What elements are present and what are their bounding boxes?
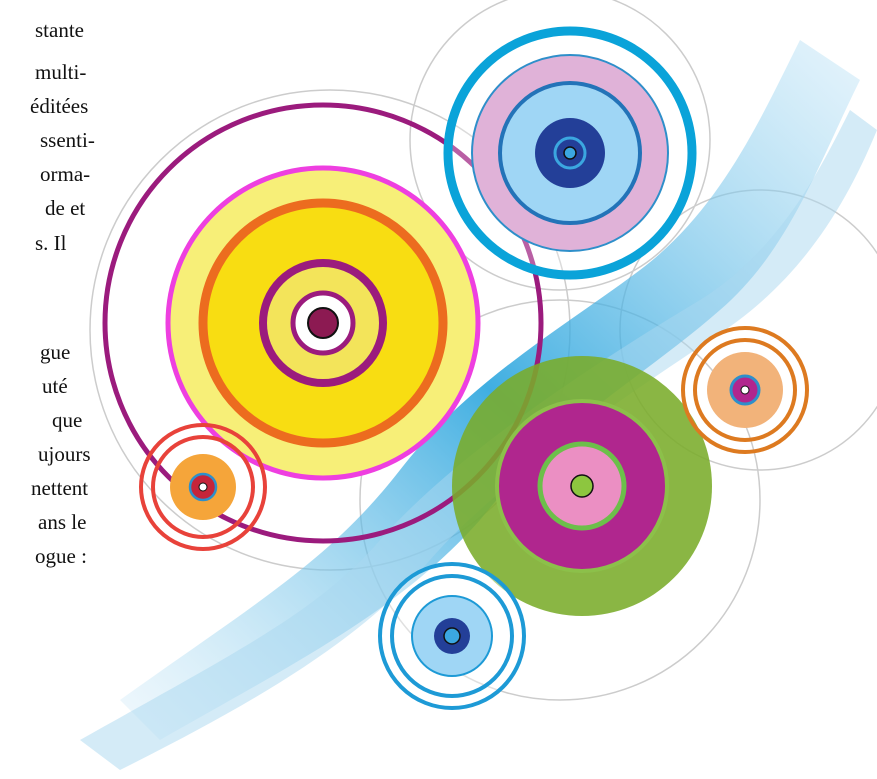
text-line: uté [42,374,68,398]
text-line: gue [40,340,70,364]
orange-target [681,326,809,454]
swoosh [120,40,860,740]
text-line: de et [45,196,85,220]
text-line: ssenti- [40,128,95,152]
text-line: ogue : [35,544,87,568]
text-line: stante [35,18,84,42]
bottom-blue-target [378,562,526,710]
text-line: nettent [31,476,88,500]
text-line: s. Il [35,231,67,255]
swoosh-light [80,110,877,770]
text-line: ujours [38,442,91,466]
text-line: orma- [40,162,90,186]
green-target [452,356,712,616]
text-line: que [52,408,82,432]
yellow-target [102,102,544,544]
blue-target [443,26,697,280]
text-line: multi- [35,60,86,84]
text-line: éditées [30,94,88,118]
red-target [139,423,267,551]
cropped-text: stante multi-éditées ssenti-orma-de et s. I… [30,18,95,568]
text-line: ans le [38,510,86,534]
